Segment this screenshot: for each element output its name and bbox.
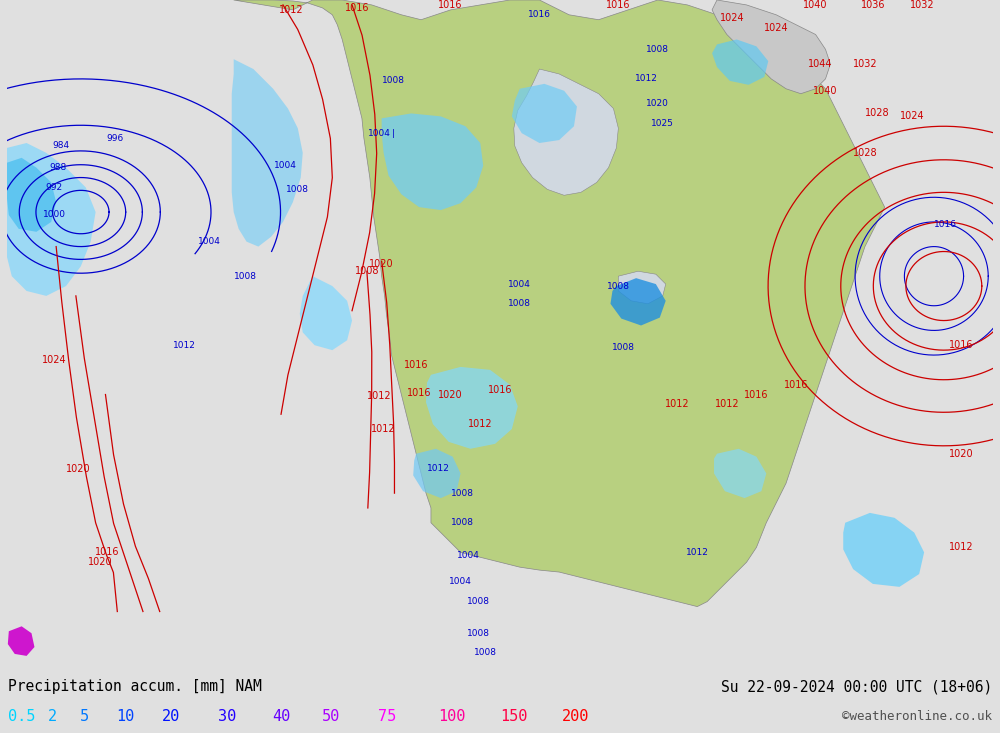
Text: 1016: 1016 <box>606 0 631 10</box>
Text: 10: 10 <box>116 710 134 724</box>
Text: 1008: 1008 <box>508 299 531 309</box>
Text: 1008: 1008 <box>646 45 669 54</box>
Polygon shape <box>712 0 830 94</box>
Polygon shape <box>843 513 924 587</box>
Text: 1016: 1016 <box>488 385 512 394</box>
Text: 1016: 1016 <box>784 380 808 390</box>
Text: 150: 150 <box>500 710 527 724</box>
Text: Su 22-09-2024 00:00 UTC (18+06): Su 22-09-2024 00:00 UTC (18+06) <box>721 679 992 694</box>
Text: 1004: 1004 <box>457 550 480 560</box>
Text: 1028: 1028 <box>864 108 889 119</box>
Text: 1008: 1008 <box>234 272 257 281</box>
Text: 1012: 1012 <box>715 399 739 410</box>
Text: 1008: 1008 <box>612 343 635 352</box>
Text: 30: 30 <box>218 710 236 724</box>
Text: 1016: 1016 <box>949 340 974 350</box>
Text: 1032: 1032 <box>910 0 934 10</box>
Text: 20: 20 <box>162 710 180 724</box>
Text: 40: 40 <box>272 710 290 724</box>
Text: 1016: 1016 <box>934 220 957 229</box>
Text: 1020: 1020 <box>369 259 394 269</box>
Text: ©weatheronline.co.uk: ©weatheronline.co.uk <box>842 710 992 723</box>
Text: 1024: 1024 <box>42 355 66 365</box>
Text: 1016: 1016 <box>407 388 431 397</box>
Polygon shape <box>413 449 461 498</box>
Text: Precipitation accum. [mm] NAM: Precipitation accum. [mm] NAM <box>8 679 262 694</box>
Text: 1016: 1016 <box>95 548 120 557</box>
Text: 1025: 1025 <box>651 119 674 128</box>
Text: 1020: 1020 <box>646 99 669 108</box>
Text: 1004: 1004 <box>274 161 296 170</box>
Text: 1016: 1016 <box>404 360 428 370</box>
Text: 200: 200 <box>562 710 589 724</box>
Text: 1012: 1012 <box>367 391 392 402</box>
Text: 1004: 1004 <box>449 578 472 586</box>
Text: 1008: 1008 <box>451 489 474 498</box>
Text: 1012: 1012 <box>427 464 450 473</box>
Text: 1000: 1000 <box>43 210 66 218</box>
Text: 1036: 1036 <box>861 0 885 10</box>
Polygon shape <box>382 114 483 210</box>
Polygon shape <box>232 59 303 246</box>
Polygon shape <box>300 276 352 350</box>
Text: 1008: 1008 <box>451 518 474 527</box>
Text: 1008: 1008 <box>607 281 630 290</box>
Text: 1004❘: 1004❘ <box>368 129 399 138</box>
Text: 1012: 1012 <box>468 419 493 429</box>
Text: 50: 50 <box>322 710 340 724</box>
Polygon shape <box>514 69 618 195</box>
Text: 1020: 1020 <box>949 449 974 459</box>
Polygon shape <box>234 0 885 607</box>
Polygon shape <box>714 449 766 498</box>
Text: 100: 100 <box>438 710 465 724</box>
Text: 1008: 1008 <box>467 629 490 638</box>
Text: 1028: 1028 <box>853 148 877 158</box>
Text: 1004: 1004 <box>508 279 531 289</box>
Polygon shape <box>610 278 666 325</box>
Text: 1012: 1012 <box>665 399 690 410</box>
Polygon shape <box>7 143 96 296</box>
Text: 1024: 1024 <box>900 111 925 122</box>
Text: 1008: 1008 <box>474 649 497 658</box>
Text: 1040: 1040 <box>813 86 838 96</box>
Text: 1008: 1008 <box>286 185 309 194</box>
Text: 2: 2 <box>48 710 57 724</box>
Text: 984: 984 <box>53 141 70 150</box>
Text: 1020: 1020 <box>438 389 463 399</box>
Text: 0.5: 0.5 <box>8 710 35 724</box>
Text: 1020: 1020 <box>66 463 90 474</box>
Text: 1012: 1012 <box>949 542 974 553</box>
Text: 1004: 1004 <box>198 237 220 246</box>
Text: 1040: 1040 <box>803 0 828 10</box>
Text: 1016: 1016 <box>528 10 551 19</box>
Text: 1016: 1016 <box>345 3 369 13</box>
Text: 988: 988 <box>50 163 67 172</box>
Text: 1020: 1020 <box>88 557 113 567</box>
Polygon shape <box>712 40 768 85</box>
Polygon shape <box>426 367 518 449</box>
Text: 992: 992 <box>46 183 63 192</box>
Text: 1024: 1024 <box>719 12 744 23</box>
Text: 5: 5 <box>80 710 89 724</box>
Text: 1016: 1016 <box>744 389 769 399</box>
Text: 1012: 1012 <box>635 75 657 84</box>
Text: 996: 996 <box>107 133 124 143</box>
Text: 1012: 1012 <box>371 424 396 434</box>
Text: 1008: 1008 <box>467 597 490 606</box>
Text: 1012: 1012 <box>279 5 303 15</box>
Text: 1008: 1008 <box>382 76 405 85</box>
Text: 1032: 1032 <box>853 59 877 69</box>
Text: 75: 75 <box>378 710 396 724</box>
Text: 1016: 1016 <box>438 0 463 10</box>
Polygon shape <box>8 626 34 656</box>
Polygon shape <box>512 84 577 143</box>
Text: 1024: 1024 <box>764 23 788 32</box>
Text: 1044: 1044 <box>808 59 833 69</box>
Polygon shape <box>7 158 56 232</box>
Text: 1008: 1008 <box>355 266 379 276</box>
Polygon shape <box>618 271 666 303</box>
Text: 1012: 1012 <box>686 548 709 557</box>
Text: 1012: 1012 <box>173 341 196 350</box>
